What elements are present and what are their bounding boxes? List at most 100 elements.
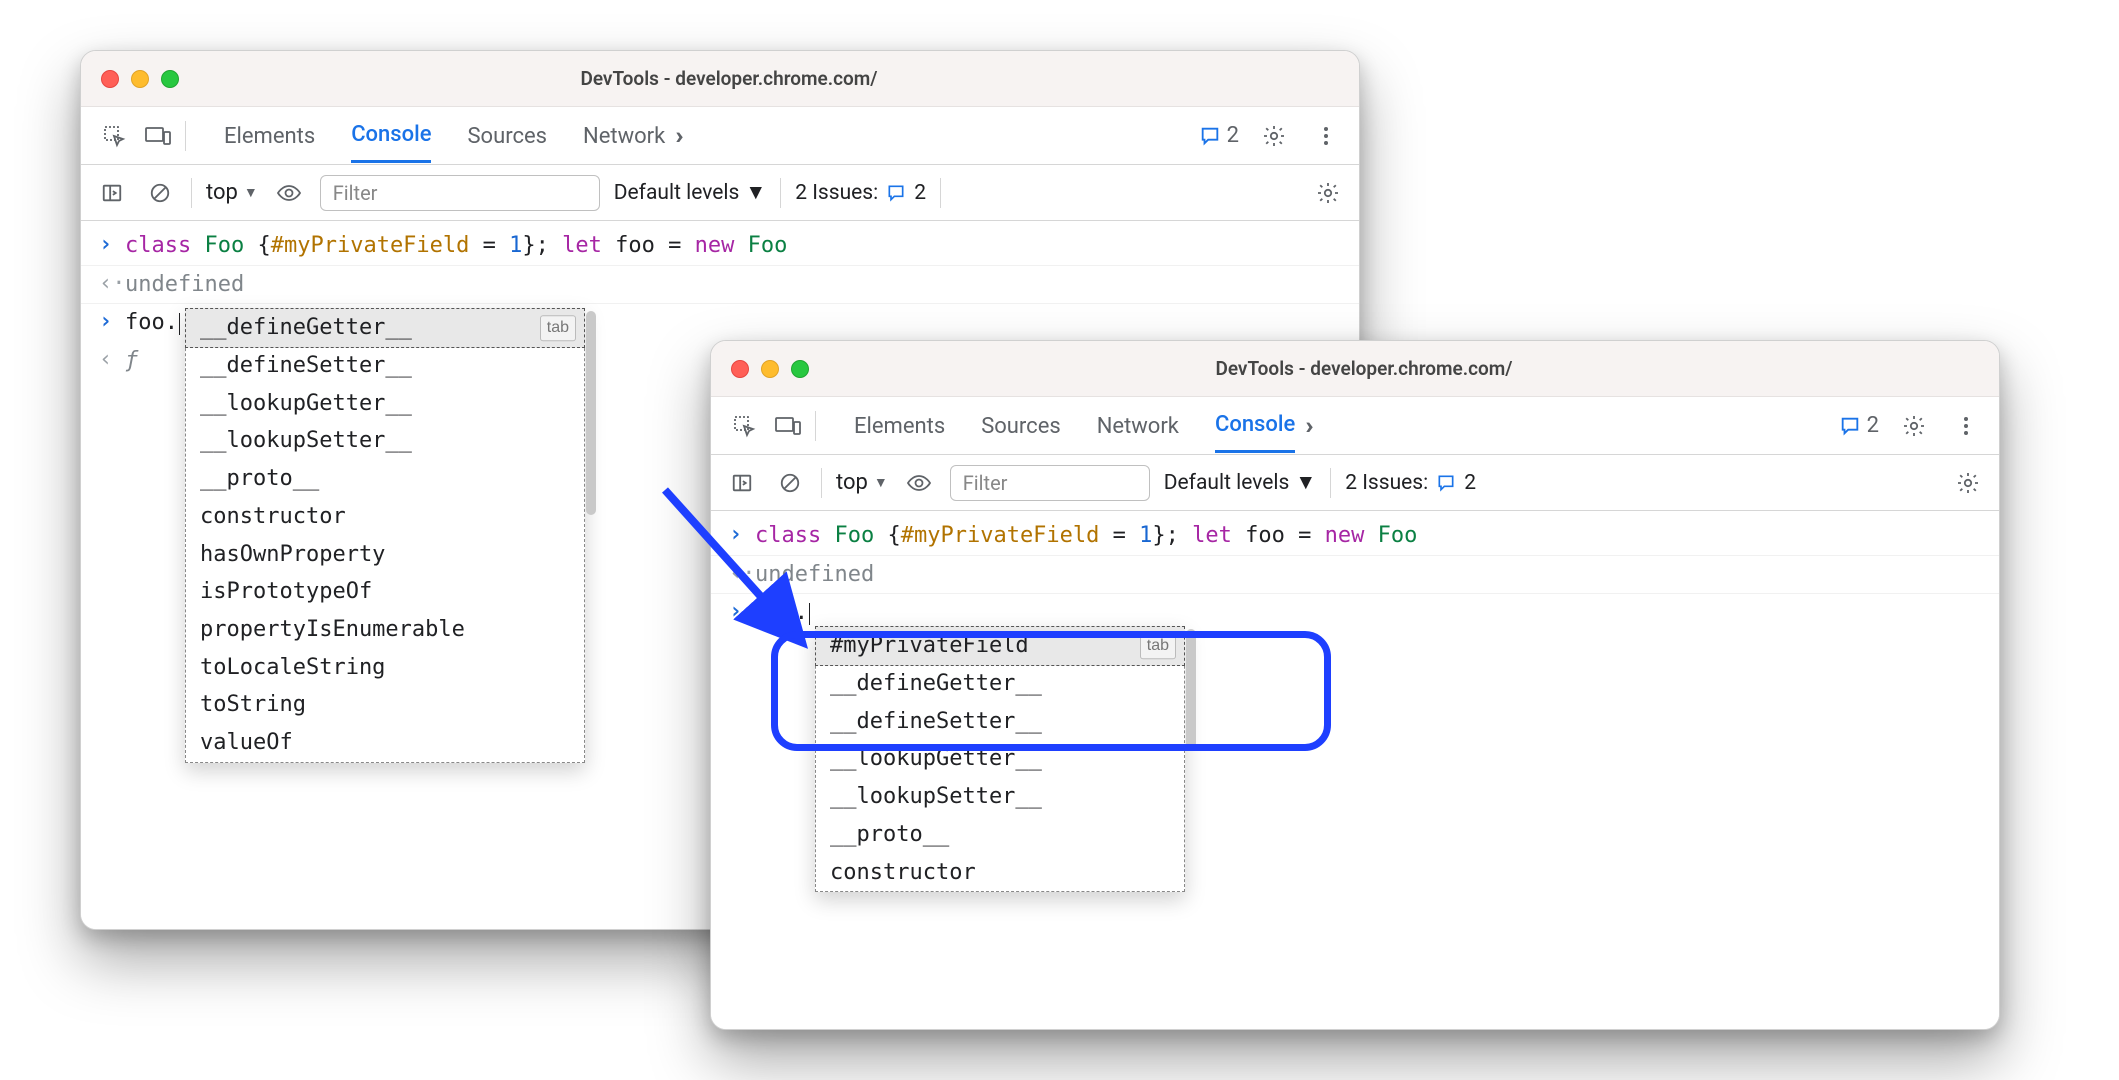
tab-hint: tab bbox=[1140, 633, 1176, 659]
autocomplete-item[interactable]: __defineGetter__tab bbox=[185, 308, 585, 348]
clear-console-icon[interactable] bbox=[143, 176, 177, 210]
code-token: let bbox=[562, 233, 602, 258]
tab-elements[interactable]: Elements bbox=[224, 110, 315, 162]
settings-icon[interactable] bbox=[1257, 119, 1291, 153]
filter-input[interactable]: Filter bbox=[320, 175, 600, 211]
tab-hint: tab bbox=[540, 315, 576, 341]
code-token: class bbox=[755, 523, 821, 548]
tab-list: Elements Sources Network Console bbox=[854, 398, 1295, 453]
autocomplete-item[interactable]: __lookupGetter__ bbox=[816, 740, 1184, 778]
tab-network[interactable]: Network bbox=[583, 110, 665, 162]
tab-network[interactable]: Network bbox=[1097, 400, 1179, 452]
autocomplete-item[interactable]: propertyIsEnumerable bbox=[186, 611, 584, 649]
console-input-line[interactable]: › foo. __defineGetter__tab__defineSetter… bbox=[81, 304, 1359, 342]
prompt-in-icon: › bbox=[99, 308, 115, 337]
live-expression-icon[interactable] bbox=[272, 176, 306, 210]
autocomplete-popup[interactable]: #myPrivateFieldtab__defineGetter____defi… bbox=[815, 626, 1185, 892]
autocomplete-item[interactable]: isPrototypeOf bbox=[186, 573, 584, 611]
clear-console-icon[interactable] bbox=[773, 466, 807, 500]
log-levels-select[interactable]: Default levels ▼ bbox=[1164, 471, 1316, 495]
scrollbar-thumb[interactable] bbox=[586, 311, 596, 515]
code-token: }; bbox=[1152, 523, 1192, 548]
issues-chip[interactable]: 2 Issues: 2 bbox=[1345, 471, 1476, 495]
autocomplete-item[interactable]: toString bbox=[186, 686, 584, 724]
live-expression-icon[interactable] bbox=[902, 466, 936, 500]
issues-label: 2 Issues: bbox=[795, 181, 878, 205]
device-toggle-icon[interactable] bbox=[771, 409, 805, 443]
code-token: foo = bbox=[602, 233, 695, 258]
scrollbar-thumb[interactable] bbox=[1186, 629, 1196, 748]
autocomplete-item[interactable]: __proto__ bbox=[816, 816, 1184, 854]
code-token: = bbox=[469, 233, 509, 258]
separator bbox=[191, 178, 192, 208]
autocomplete-item[interactable]: hasOwnProperty bbox=[186, 536, 584, 574]
tab-console[interactable]: Console bbox=[1215, 398, 1295, 453]
autocomplete-item[interactable]: __proto__ bbox=[186, 460, 584, 498]
toggle-drawer-icon[interactable] bbox=[725, 466, 759, 500]
device-toggle-icon[interactable] bbox=[141, 119, 175, 153]
log-levels-select[interactable]: Default levels ▼ bbox=[614, 181, 766, 205]
console-settings-icon[interactable] bbox=[1951, 466, 1985, 500]
scrollbar[interactable] bbox=[1186, 627, 1196, 891]
console-toolbar: top ▼ Filter Default levels ▼ 2 Issues: … bbox=[81, 165, 1359, 221]
tab-sources[interactable]: Sources bbox=[981, 400, 1061, 452]
scrollbar[interactable] bbox=[586, 309, 596, 761]
close-window-icon[interactable] bbox=[731, 360, 749, 378]
settings-icon[interactable] bbox=[1897, 409, 1931, 443]
console-toolbar: top ▼ Filter Default levels ▼ 2 Issues: … bbox=[711, 455, 1999, 511]
autocomplete-item[interactable]: #myPrivateFieldtab bbox=[815, 626, 1185, 666]
console-input-line[interactable]: › foo. #myPrivateFieldtab__defineGetter_… bbox=[711, 594, 1999, 632]
zoom-window-icon[interactable] bbox=[161, 70, 179, 88]
minimize-window-icon[interactable] bbox=[131, 70, 149, 88]
kebab-menu-icon[interactable] bbox=[1309, 119, 1343, 153]
more-tabs-icon[interactable]: ›› bbox=[1305, 412, 1307, 440]
code-token: #myPrivateField bbox=[271, 233, 470, 258]
separator bbox=[185, 121, 186, 151]
tab-elements[interactable]: Elements bbox=[854, 400, 945, 452]
prompt-active[interactable]: foo. __defineGetter__tab__defineSetter__… bbox=[125, 308, 1345, 338]
autocomplete-item[interactable]: __defineSetter__ bbox=[816, 703, 1184, 741]
text-caret bbox=[809, 603, 810, 625]
autocomplete-item[interactable]: __defineSetter__ bbox=[186, 347, 584, 385]
autocomplete-item[interactable]: valueOf bbox=[186, 724, 584, 762]
close-window-icon[interactable] bbox=[101, 70, 119, 88]
issues-chip[interactable]: 2 Issues: 2 bbox=[795, 181, 926, 205]
code-token: { bbox=[244, 233, 271, 258]
autocomplete-popup[interactable]: __defineGetter__tab__defineSetter____loo… bbox=[185, 308, 585, 762]
tab-sources[interactable]: Sources bbox=[467, 110, 547, 162]
toggle-drawer-icon[interactable] bbox=[95, 176, 129, 210]
inspect-icon[interactable] bbox=[727, 409, 761, 443]
autocomplete-item[interactable]: constructor bbox=[186, 498, 584, 536]
prompt-active[interactable]: foo. #myPrivateFieldtab__defineGetter___… bbox=[755, 598, 1985, 628]
feedback-chip[interactable]: 2 bbox=[1199, 123, 1239, 148]
inspect-icon[interactable] bbox=[97, 119, 131, 153]
code-token bbox=[1364, 523, 1377, 548]
context-select[interactable]: top ▼ bbox=[206, 180, 258, 205]
autocomplete-item[interactable]: __defineGetter__ bbox=[816, 665, 1184, 703]
autocomplete-item[interactable]: __lookupSetter__ bbox=[186, 422, 584, 460]
feedback-count: 2 bbox=[1867, 413, 1879, 438]
autocomplete-item[interactable]: toLocaleString bbox=[186, 649, 584, 687]
autocomplete-item[interactable]: constructor bbox=[816, 854, 1184, 892]
context-label: top bbox=[836, 470, 868, 495]
autocomplete-item[interactable]: __lookupSetter__ bbox=[816, 778, 1184, 816]
devtools-window-after: DevTools - developer.chrome.com/ Element… bbox=[710, 340, 2000, 1030]
feedback-chip[interactable]: 2 bbox=[1839, 413, 1879, 438]
code-token: Foo bbox=[204, 233, 244, 258]
separator bbox=[815, 411, 816, 441]
text-caret bbox=[179, 313, 180, 335]
zoom-window-icon[interactable] bbox=[791, 360, 809, 378]
issues-count: 2 bbox=[1464, 471, 1476, 495]
autocomplete-item[interactable]: __lookupGetter__ bbox=[186, 385, 584, 423]
titlebar: DevTools - developer.chrome.com/ bbox=[711, 341, 1999, 397]
more-tabs-icon[interactable]: ›› bbox=[675, 122, 677, 150]
minimize-window-icon[interactable] bbox=[761, 360, 779, 378]
console-code: class Foo {#myPrivateField = 1}; let foo… bbox=[125, 231, 1345, 261]
prompt-in-icon: › bbox=[729, 598, 745, 627]
filter-input[interactable]: Filter bbox=[950, 465, 1150, 501]
kebab-menu-icon[interactable] bbox=[1949, 409, 1983, 443]
tab-console[interactable]: Console bbox=[351, 108, 431, 163]
console-settings-icon[interactable] bbox=[1311, 176, 1345, 210]
separator bbox=[821, 468, 822, 498]
context-select[interactable]: top ▼ bbox=[836, 470, 888, 495]
